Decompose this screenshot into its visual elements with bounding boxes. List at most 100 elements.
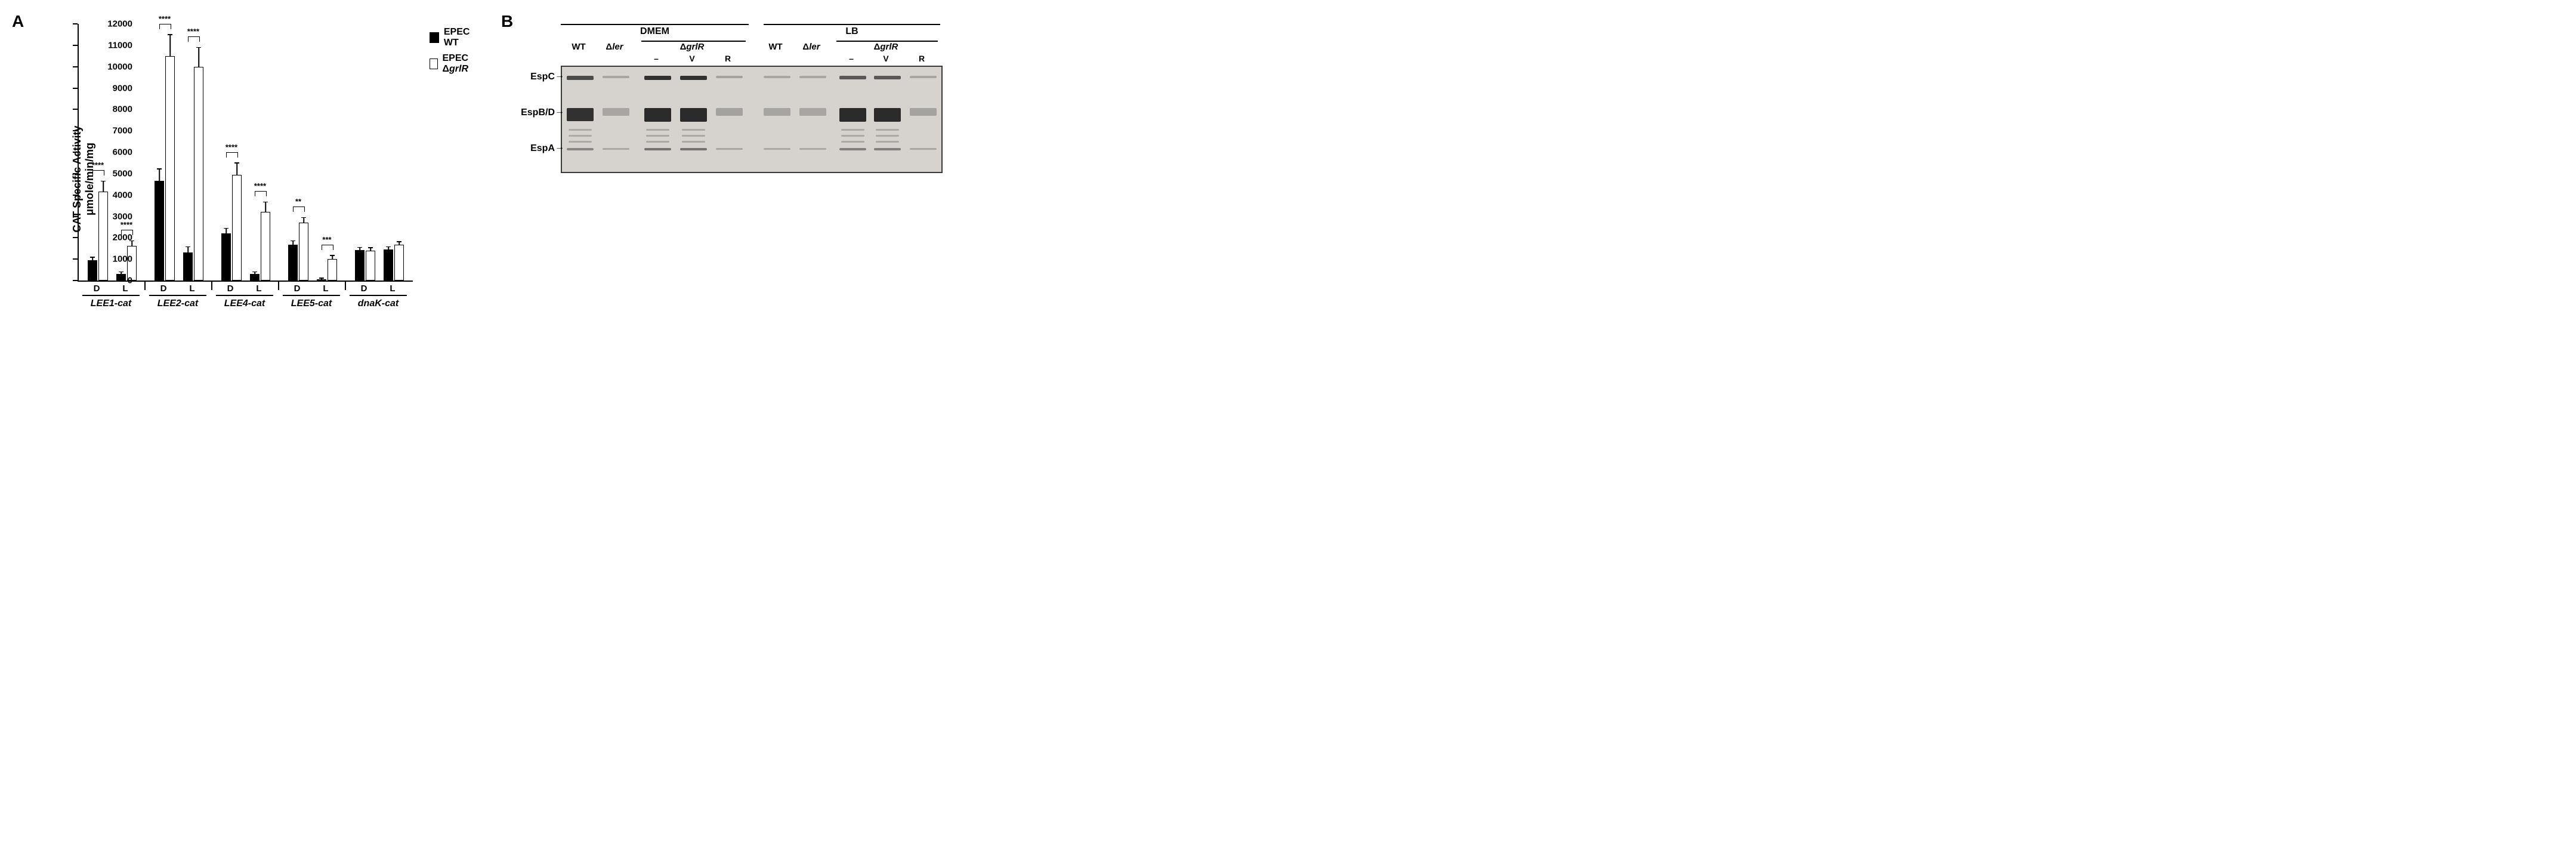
media-label: DMEM	[640, 26, 669, 37]
media-label: LB	[845, 26, 858, 37]
strain-label: WT	[572, 42, 585, 52]
lane-sublabel: R	[725, 54, 731, 63]
gel-band	[680, 108, 707, 122]
bar-dnaK-cat-L-mut	[394, 245, 404, 281]
gel-band	[716, 76, 743, 78]
panel-a: A CAT Specific Activity μmole/min/mg ***…	[12, 12, 477, 346]
cond-label: D	[294, 283, 301, 294]
bar-LEE5-cat-L-mut	[328, 259, 337, 281]
sig-label: ****	[121, 220, 132, 229]
gel-band	[839, 108, 866, 122]
bar-LEE4-cat-D-mut	[232, 175, 242, 281]
gel-band	[680, 76, 707, 80]
protein-label: EspA	[507, 143, 555, 154]
panel-b-label: B	[501, 12, 513, 31]
group-label: LEE1-cat	[91, 298, 131, 309]
legend-swatch	[430, 58, 438, 69]
legend-swatch	[430, 32, 439, 43]
bar-LEE5-cat-L-wt	[317, 279, 326, 281]
sig-label: ****	[187, 27, 199, 36]
gel-band	[799, 108, 826, 116]
gel-band	[910, 148, 937, 150]
group-label: LEE2-cat	[157, 298, 198, 309]
ytick-label: 10000	[97, 61, 132, 72]
bar-LEE5-cat-D-mut	[299, 223, 308, 281]
cond-label: D	[227, 283, 234, 294]
gel-band	[799, 148, 826, 150]
ytick-label: 8000	[97, 104, 132, 115]
ytick-label: 12000	[97, 19, 132, 29]
bar-dnaK-cat-D-wt	[355, 250, 365, 281]
group-label: LEE5-cat	[291, 298, 332, 309]
gel-band	[910, 76, 937, 78]
gel-band	[603, 108, 629, 116]
group-label: dnaK-cat	[358, 298, 399, 309]
panel-a-label: A	[12, 12, 24, 31]
gel-band	[839, 148, 866, 150]
arrow-icon: →	[555, 143, 564, 152]
lane-sublabel: –	[654, 54, 659, 63]
bar-LEE1-cat-D-wt	[88, 260, 97, 281]
gel-band	[644, 108, 671, 122]
bar-LEE5-cat-D-wt	[288, 245, 298, 281]
strain-label: ΔgrlR	[874, 42, 898, 52]
strain-label: Δler	[802, 42, 820, 52]
bar-LEE2-cat-D-mut	[165, 56, 175, 281]
lane-sublabel: V	[689, 54, 694, 63]
sig-label: **	[295, 197, 301, 206]
sig-label: ***	[322, 235, 331, 244]
strain-label: WT	[768, 42, 782, 52]
strain-label: ΔgrlR	[680, 42, 705, 52]
gel-band	[644, 148, 671, 151]
ytick-label: 2000	[97, 233, 132, 243]
cond-label: L	[122, 283, 128, 294]
strain-label: Δler	[606, 42, 623, 52]
gel-band	[910, 108, 937, 116]
cond-label: L	[323, 283, 328, 294]
legend-label: EPEC WT	[444, 27, 477, 48]
gel-band	[603, 76, 629, 78]
ytick-label: 6000	[97, 147, 132, 158]
lane-sublabel: R	[919, 54, 925, 63]
cond-label: D	[160, 283, 167, 294]
gel-band	[567, 108, 594, 121]
gel-band	[764, 148, 790, 150]
gel-band	[874, 76, 901, 79]
gel-band	[680, 148, 707, 151]
gel-band	[644, 76, 671, 80]
cond-label: D	[94, 283, 100, 294]
gel-band	[799, 76, 826, 78]
bar-LEE2-cat-D-wt	[155, 181, 164, 281]
ytick-label: 9000	[97, 83, 132, 93]
group-label: LEE4-cat	[224, 298, 265, 309]
ytick-label: 1000	[97, 254, 132, 264]
gel-band	[567, 76, 594, 80]
ytick-label: 11000	[97, 40, 132, 50]
ytick-label: 4000	[97, 190, 132, 200]
bar-LEE2-cat-L-wt	[183, 252, 193, 281]
protein-label: EspB/D	[507, 107, 555, 118]
lane-sublabel: V	[883, 54, 888, 63]
cond-label: D	[361, 283, 367, 294]
bar-dnaK-cat-D-mut	[366, 251, 375, 281]
gel-band	[567, 148, 594, 150]
legend-item: EPEC ΔgrlR	[430, 53, 477, 75]
protein-label: EspC	[507, 72, 555, 82]
bar-LEE4-cat-L-mut	[261, 212, 270, 281]
sig-label: ****	[254, 181, 266, 190]
gel-band	[874, 148, 901, 150]
ytick-label: 5000	[97, 168, 132, 178]
lane-sublabel: –	[849, 54, 854, 63]
panel-b: B DMEM LB WT Δler ΔgrlR WT Δler ΔgrlR – V R – V R Esp…	[501, 12, 955, 203]
arrow-icon: →	[555, 107, 564, 116]
gel-band	[764, 76, 790, 78]
gel-band	[716, 148, 743, 150]
cond-label: L	[256, 283, 261, 294]
ytick-label: 3000	[97, 211, 132, 221]
sig-label: ****	[226, 143, 237, 152]
bar-LEE4-cat-L-wt	[250, 274, 260, 281]
legend: EPEC WT EPEC ΔgrlR	[430, 27, 477, 79]
cond-label: L	[189, 283, 194, 294]
ytick-label: 7000	[97, 126, 132, 136]
legend-item: EPEC WT	[430, 27, 477, 48]
